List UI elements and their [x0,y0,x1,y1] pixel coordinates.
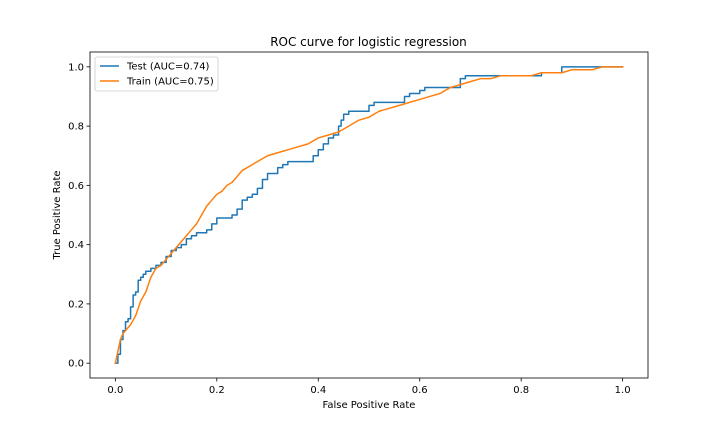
x-tick-label: 0.8 [513,385,529,396]
x-tick-label: 1.0 [615,385,631,396]
x-tick-label: 0.0 [107,385,123,396]
y-tick-label: 1.0 [68,62,84,73]
legend: Test (AUC=0.74) Train (AUC=0.75) [94,56,219,92]
y-tick-label: 0.4 [68,240,84,251]
y-tick-label: 0.0 [68,359,84,370]
series-layer [114,66,624,365]
y-tick-label: 0.6 [68,181,84,192]
axes-frame [89,51,649,379]
legend-label-test: Test (AUC=0.74) [126,62,210,73]
legend-box [94,56,219,92]
x-axis-label: False Positive Rate [323,400,416,411]
y-axis-label: True Positive Rate [52,170,63,260]
y-tick-label: 0.8 [68,122,84,133]
axis-ticks: 0.0 0.2 0.4 0.6 0.8 1.0 0.0 0.2 0.4 0.6 0.8 1.0 [68,62,630,396]
legend-label-train: Train (AUC=0.75) [126,77,214,88]
y-tick-label: 0.2 [68,299,84,310]
x-tick-label: 0.6 [412,385,428,396]
x-tick-label: 0.2 [209,385,225,396]
x-tick-label: 0.4 [310,385,326,396]
series-line-train [114,66,624,365]
chart-title: ROC curve for logistic regression [270,35,467,49]
series-line-test [114,66,624,364]
